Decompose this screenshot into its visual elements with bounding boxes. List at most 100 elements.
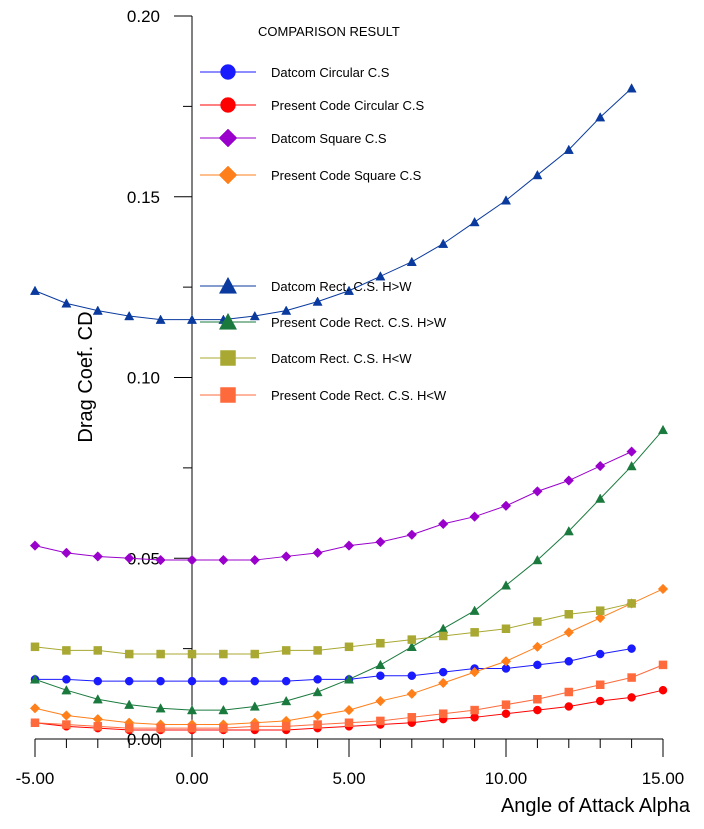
series-lines [29,83,669,735]
data-point [595,696,605,706]
legend-marker [218,312,238,330]
data-point [407,635,417,644]
data-point [344,718,354,727]
legend-title: COMPARISON RESULT [258,24,400,39]
data-point [218,704,229,715]
data-point [155,703,166,713]
legend: COMPARISON RESULT Datcom Circular C.S Pres… [200,24,447,403]
data-point [658,660,668,670]
data-point [438,238,449,248]
series-line [35,648,632,682]
data-point [438,667,448,677]
data-point [627,644,636,653]
data-point [155,314,166,324]
data-point [187,723,197,733]
data-point [658,685,668,695]
series-7 [30,599,636,659]
legend-label: Datcom Square C.S [271,131,387,146]
data-point [501,709,511,718]
data-point [186,314,198,324]
data-point [406,688,417,699]
data-point [343,540,355,551]
data-point [533,617,542,626]
data-point [657,583,669,595]
data-point [92,305,103,315]
axes: -5.00 0.00 5.00 10.00 15.000.000.050.100.150… [16,7,685,788]
data-point [156,676,165,686]
data-point [62,720,71,729]
legend-item: Present Code Rect. C.S. H>W [200,312,447,330]
data-point [92,551,103,562]
legend-marker [218,276,238,294]
data-point [657,424,669,435]
data-point [470,713,479,722]
data-point [627,599,636,608]
series-line [34,451,632,561]
data-point [187,649,197,659]
legend-label: Present Code Circular C.S [271,98,424,113]
data-point [61,685,72,695]
data-point [626,446,637,457]
data-point [249,554,260,566]
data-point [500,656,512,667]
data-point [532,641,543,652]
data-point [564,657,574,666]
y-tick-label: 0.20 [127,7,160,26]
data-point [124,553,135,564]
data-point [595,680,605,690]
data-point [312,296,323,306]
legend-marker [220,387,236,403]
legend-item: Datcom Rect. C.S. H<W [200,350,412,366]
data-point [626,460,637,471]
data-point [469,605,480,615]
data-point [438,623,449,633]
legend-label: Present Code Rect. C.S. H>W [271,315,447,330]
data-point [626,83,637,93]
data-point [186,704,198,715]
data-point [376,716,385,726]
data-point [564,610,574,619]
data-point [533,694,542,704]
data-point [29,285,41,295]
data-point [62,646,71,655]
data-point [250,676,260,686]
data-point [124,310,135,321]
data-point [281,695,292,706]
series-line [34,602,632,655]
data-point [595,612,606,624]
data-point [62,675,71,684]
data-point [312,710,323,721]
data-point [187,676,197,686]
data-point [407,713,417,722]
data-point [124,699,135,709]
legend-item: Present Code Rect. C.S. H<W [200,387,447,403]
data-point [343,674,355,684]
data-point [186,554,198,566]
data-point [61,547,72,558]
data-point [281,676,291,686]
data-point [438,518,449,530]
legend-label: Present Code Rect. C.S. H<W [271,388,447,403]
data-point [406,641,417,651]
legend-label: Present Code Square C.S [271,168,422,183]
data-point [500,195,512,205]
data-point [595,649,605,659]
x-tick-label: 5.00 [332,769,365,788]
data-point [61,710,72,721]
data-point [124,723,134,733]
data-point [218,554,229,566]
data-point [30,718,40,727]
data-point [61,298,72,308]
y-tick-label: 0.00 [127,730,160,749]
series-line [34,87,632,321]
data-point [406,529,417,540]
legend-item: Present Code Square C.S [200,165,422,185]
x-tick-label: 0.00 [175,769,208,788]
legend-label: Datcom Rect. C.S. H>W [271,279,412,294]
data-point [124,649,134,659]
data-point [155,554,166,566]
data-point [375,271,386,281]
series-1 [30,644,636,686]
